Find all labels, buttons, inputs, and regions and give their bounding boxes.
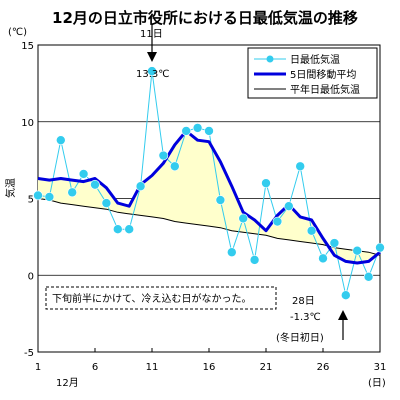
daily-point: [283, 201, 294, 211]
daily-point: [227, 247, 237, 258]
fill-area: [38, 131, 380, 263]
annotation-box-text: 下旬前半にかけて、冷え込む日がなかった。: [52, 292, 252, 305]
daily-point: [329, 238, 340, 248]
daily-point: [306, 225, 317, 236]
normal-line: [37, 198, 381, 256]
daily-point: [192, 123, 203, 133]
daily-point: [295, 161, 306, 172]
annotation-low-note: (冬日初日): [276, 331, 324, 344]
daily-point: [67, 187, 77, 198]
series-points: [33, 66, 385, 301]
legend-marker-daily: [266, 55, 274, 63]
annotation-low-day: 28日: [292, 296, 315, 307]
chart-title: 12月の日立市役所における日最低気温の推移: [52, 9, 358, 27]
daily-point: [261, 178, 271, 188]
daily-point: [204, 126, 214, 136]
legend-label-moving-average: 5日間移動平均: [290, 68, 356, 81]
x-tick-labels: 1 6 11 16 21 26 31: [35, 348, 387, 373]
x-tick-label: 31: [374, 362, 387, 373]
y-tick-label: 5: [28, 195, 34, 206]
daily-point: [272, 216, 283, 227]
y-tick-label: 10: [21, 118, 34, 129]
daily-point: [215, 195, 226, 205]
daily-point: [249, 255, 260, 265]
legend-label-normal: 平年日最低気温: [290, 83, 360, 96]
x-tick-label: 6: [92, 362, 98, 373]
daily-point: [124, 224, 134, 234]
y-tick-labels: -5 0 5 10 15: [21, 41, 34, 359]
y-tick-label: 0: [28, 271, 34, 282]
daily-point: [33, 190, 43, 201]
daily-point: [158, 150, 169, 161]
annotation-box: [45, 286, 277, 310]
month-label: 12月: [56, 377, 79, 389]
x-tick-label: 11: [146, 362, 159, 373]
warm-fill: [38, 131, 380, 263]
daily-point: [352, 245, 363, 256]
daily-point: [340, 290, 351, 301]
y-unit-label: (℃): [8, 27, 27, 38]
daily-point: [318, 253, 328, 264]
daily-point: [113, 224, 123, 234]
y-axis-label: 気温: [4, 178, 17, 198]
daily-point: [90, 179, 100, 190]
daily-point: [78, 169, 89, 179]
daily-point: [55, 135, 66, 145]
annotation-peak-value: 13.3℃: [136, 69, 170, 80]
daily-point: [135, 181, 146, 192]
legend: 日最低気温 5日間移動平均 平年日最低気温: [247, 47, 378, 99]
y-tick-label: 15: [21, 41, 34, 52]
x-unit-label: (日): [368, 378, 386, 389]
low-arrow-icon: [338, 310, 348, 340]
daily-point: [375, 242, 385, 253]
legend-label-daily: 日最低気温: [290, 53, 340, 66]
annotation-low-value: -1.3℃: [290, 312, 321, 323]
daily-point: [181, 126, 191, 136]
x-tick-label: 16: [203, 362, 216, 373]
x-tick-label: 26: [317, 362, 330, 373]
moving-average-line: [37, 129, 381, 265]
daily-point: [170, 161, 180, 172]
x-tick-label: 21: [260, 362, 273, 373]
y-tick-label: -5: [24, 348, 34, 359]
daily-point: [363, 271, 374, 282]
daily-point: [147, 66, 157, 76]
annotation-peak-day: 11日: [140, 29, 163, 40]
daily-point: [238, 213, 248, 224]
x-tick-label: 1: [35, 362, 41, 373]
daily-point: [101, 198, 112, 208]
peak-arrow-icon: [147, 24, 157, 62]
daily-point: [44, 192, 55, 202]
